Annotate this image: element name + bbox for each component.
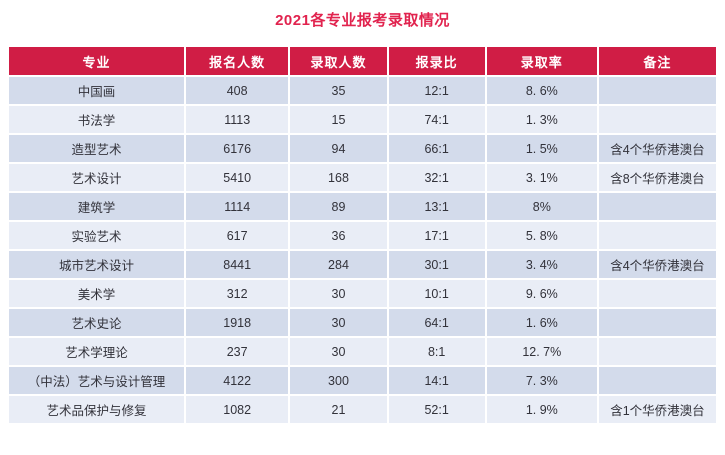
table-cell: 1. 3%	[486, 106, 597, 133]
table-cell: 城市艺术设计	[9, 251, 184, 278]
table-cell: 1. 9%	[486, 396, 597, 423]
column-header: 备注	[598, 47, 716, 75]
table-row: 艺术学理论 237 30 8:1 12. 7%	[9, 338, 716, 365]
table-cell: 30	[290, 338, 387, 365]
table-cell: 8:1	[388, 338, 485, 365]
table-cell: 4122	[185, 367, 289, 394]
table-row: 造型艺术 6176 94 66:1 1. 5% 含4个华侨港澳台	[9, 135, 716, 162]
table-cell: 21	[290, 396, 387, 423]
table-cell: 89	[290, 193, 387, 220]
table-row: （中法）艺术与设计管理 4122 300 14:1 7. 3%	[9, 367, 716, 394]
table-cell: 造型艺术	[9, 135, 184, 162]
table-cell: 实验艺术	[9, 222, 184, 249]
table-cell: 美术学	[9, 280, 184, 307]
table-cell	[598, 193, 716, 220]
table-cell: 1113	[185, 106, 289, 133]
table-cell: 35	[290, 77, 387, 104]
column-header: 报名人数	[185, 47, 289, 75]
table-cell: 30:1	[388, 251, 485, 278]
table-cell: 12:1	[388, 77, 485, 104]
table-cell: 中国画	[9, 77, 184, 104]
table-cell: 52:1	[388, 396, 485, 423]
table-cell: 1. 6%	[486, 309, 597, 336]
table-cell: 617	[185, 222, 289, 249]
table-cell: 含4个华侨港澳台	[598, 135, 716, 162]
column-header: 报录比	[388, 47, 485, 75]
column-header: 录取率	[486, 47, 597, 75]
table-cell: 7. 3%	[486, 367, 597, 394]
table-cell: 12. 7%	[486, 338, 597, 365]
header-row: 专业 报名人数 录取人数 报录比 录取率 备注	[9, 47, 716, 75]
table-cell: 8%	[486, 193, 597, 220]
table-cell	[598, 338, 716, 365]
table-cell: 1114	[185, 193, 289, 220]
table-cell: 312	[185, 280, 289, 307]
column-header: 专业	[9, 47, 184, 75]
table-row: 书法学 1113 15 74:1 1. 3%	[9, 106, 716, 133]
table-cell	[598, 367, 716, 394]
table-cell	[598, 309, 716, 336]
table-cell: 8. 6%	[486, 77, 597, 104]
table-cell: 书法学	[9, 106, 184, 133]
table-cell: 168	[290, 164, 387, 191]
column-header: 录取人数	[290, 47, 387, 75]
table-row: 美术学 312 30 10:1 9. 6%	[9, 280, 716, 307]
table-row: 中国画 408 35 12:1 8. 6%	[9, 77, 716, 104]
table-row: 艺术品保护与修复 1082 21 52:1 1. 9% 含1个华侨港澳台	[9, 396, 716, 423]
table-cell: 408	[185, 77, 289, 104]
table-cell	[598, 280, 716, 307]
table-cell: 5. 8%	[486, 222, 597, 249]
table-cell: 30	[290, 309, 387, 336]
table-cell	[598, 222, 716, 249]
table-cell: 17:1	[388, 222, 485, 249]
table-cell: 8441	[185, 251, 289, 278]
table-cell: 94	[290, 135, 387, 162]
table-body: 中国画 408 35 12:1 8. 6% 书法学 1113 15 74:1 1. 3% 造型艺术 6…	[9, 77, 716, 423]
table-row: 艺术史论 1918 30 64:1 1. 6%	[9, 309, 716, 336]
table-container: 专业 报名人数 录取人数 报录比 录取率 备注 中国画 408 35 12:1 8. 6% 书法学 1…	[7, 45, 718, 425]
table-cell: 30	[290, 280, 387, 307]
table-cell: 3. 1%	[486, 164, 597, 191]
table-row: 实验艺术 617 36 17:1 5. 8%	[9, 222, 716, 249]
table-row: 建筑学 1114 89 13:1 8%	[9, 193, 716, 220]
table-cell: 1. 5%	[486, 135, 597, 162]
table-cell: 13:1	[388, 193, 485, 220]
table-cell: 237	[185, 338, 289, 365]
table-cell: 含4个华侨港澳台	[598, 251, 716, 278]
table-cell: 3. 4%	[486, 251, 597, 278]
table-cell: 艺术史论	[9, 309, 184, 336]
table-cell	[598, 106, 716, 133]
table-cell: 15	[290, 106, 387, 133]
admissions-table: 专业 报名人数 录取人数 报录比 录取率 备注 中国画 408 35 12:1 8. 6% 书法学 1…	[7, 45, 718, 425]
table-cell: （中法）艺术与设计管理	[9, 367, 184, 394]
table-cell: 艺术品保护与修复	[9, 396, 184, 423]
table-cell	[598, 77, 716, 104]
table-cell: 6176	[185, 135, 289, 162]
table-cell: 艺术设计	[9, 164, 184, 191]
table-cell: 建筑学	[9, 193, 184, 220]
table-cell: 300	[290, 367, 387, 394]
table-cell: 10:1	[388, 280, 485, 307]
table-row: 城市艺术设计 8441 284 30:1 3. 4% 含4个华侨港澳台	[9, 251, 716, 278]
table-row: 艺术设计 5410 168 32:1 3. 1% 含8个华侨港澳台	[9, 164, 716, 191]
table-cell: 含8个华侨港澳台	[598, 164, 716, 191]
table-cell: 66:1	[388, 135, 485, 162]
table-cell: 64:1	[388, 309, 485, 336]
table-cell: 32:1	[388, 164, 485, 191]
table-cell: 1082	[185, 396, 289, 423]
table-cell: 284	[290, 251, 387, 278]
table-cell: 14:1	[388, 367, 485, 394]
table-cell: 74:1	[388, 106, 485, 133]
table-cell: 1918	[185, 309, 289, 336]
table-cell: 含1个华侨港澳台	[598, 396, 716, 423]
page-title: 2021各专业报考录取情况	[275, 12, 450, 29]
table-cell: 36	[290, 222, 387, 249]
table-cell: 艺术学理论	[9, 338, 184, 365]
table-cell: 5410	[185, 164, 289, 191]
table-cell: 9. 6%	[486, 280, 597, 307]
